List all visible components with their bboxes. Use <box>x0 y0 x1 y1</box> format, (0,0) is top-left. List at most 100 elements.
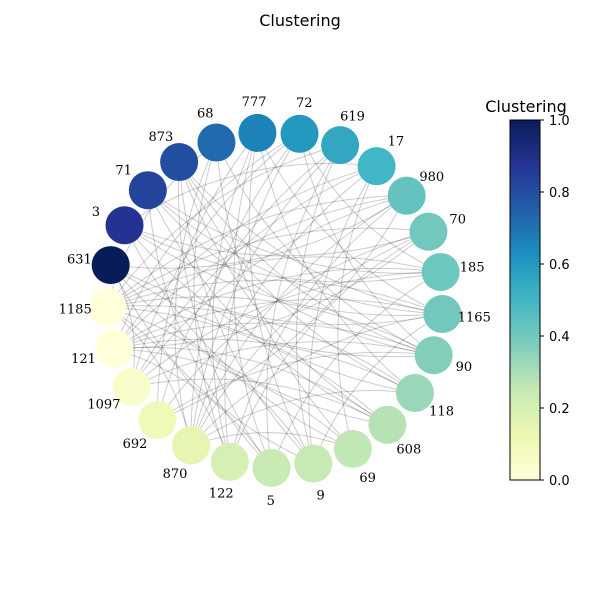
edge <box>224 133 300 462</box>
edge <box>215 142 354 450</box>
node-631 <box>91 246 130 285</box>
edge <box>106 195 407 308</box>
colorbar-tick-label: 0.2 <box>549 402 570 417</box>
edge <box>190 231 429 446</box>
node-17 <box>357 147 396 186</box>
node-label-870: 870 <box>163 467 188 482</box>
node-label-122: 122 <box>209 487 234 502</box>
node-label-185: 185 <box>460 261 485 276</box>
edge <box>308 165 377 464</box>
node-label-69: 69 <box>359 471 376 486</box>
edge <box>229 195 407 462</box>
edge <box>110 264 443 325</box>
node-608 <box>368 405 407 444</box>
edge <box>113 133 300 349</box>
node-label-692: 692 <box>123 437 148 452</box>
edge <box>114 346 388 426</box>
edge <box>296 144 341 464</box>
node-70 <box>409 212 448 251</box>
node-72 <box>280 114 319 153</box>
edge <box>106 227 429 308</box>
colorbar-tick-label: 0.0 <box>549 474 570 489</box>
node-label-71: 71 <box>115 163 132 178</box>
node-1097 <box>112 368 151 407</box>
node-873 <box>160 143 199 182</box>
edge <box>190 195 407 446</box>
edge <box>177 162 272 469</box>
edge <box>110 264 434 358</box>
edge <box>114 231 429 350</box>
edge <box>178 161 434 356</box>
edge <box>114 348 272 469</box>
edge <box>157 231 429 421</box>
colorbar-title: Clustering <box>485 97 567 116</box>
edge <box>106 279 443 315</box>
edge <box>312 313 443 464</box>
colorbar-tick-label: 0.4 <box>549 330 570 345</box>
node-1165 <box>423 295 462 334</box>
edge <box>157 195 408 421</box>
edge <box>130 165 377 388</box>
edge <box>106 256 441 308</box>
edge <box>110 264 314 465</box>
node-label-68: 68 <box>197 107 214 122</box>
node-label-631: 631 <box>67 252 92 267</box>
node-label-1097: 1097 <box>87 398 120 413</box>
edge <box>147 189 434 356</box>
edge <box>113 195 407 349</box>
edge <box>114 338 416 394</box>
edge <box>107 305 416 394</box>
edge <box>147 189 443 315</box>
edge <box>124 224 441 283</box>
node-label-90: 90 <box>456 360 473 375</box>
edge <box>124 224 429 257</box>
node-185 <box>421 252 460 291</box>
edge <box>215 142 434 356</box>
node-118 <box>395 373 434 412</box>
chart-title: Clustering <box>259 11 341 30</box>
edge <box>178 161 443 315</box>
edge <box>113 267 441 349</box>
node-122 <box>210 442 249 481</box>
edge <box>110 264 388 426</box>
edge <box>147 190 272 469</box>
edge <box>147 190 388 426</box>
edge <box>190 432 354 450</box>
edge <box>193 142 231 462</box>
edge <box>229 231 429 462</box>
edge <box>248 132 314 464</box>
edge <box>131 341 434 388</box>
edge <box>106 306 192 446</box>
edge <box>174 142 217 446</box>
node-69 <box>333 429 372 468</box>
edge <box>113 298 443 350</box>
node-1185 <box>88 288 127 327</box>
edge <box>131 378 388 426</box>
edge <box>157 351 434 421</box>
edge <box>299 133 434 356</box>
colorbar-tick-label: 1.0 <box>549 114 570 129</box>
edge <box>114 322 434 356</box>
edge <box>299 133 441 273</box>
node-label-1165: 1165 <box>458 311 491 326</box>
edge <box>156 132 258 421</box>
colorbar: Clustering 0.0 0.2 0.4 0.6 0.8 1.0 <box>485 97 569 489</box>
edge <box>178 162 314 464</box>
edge <box>156 144 341 421</box>
node-619 <box>321 126 360 165</box>
node-71 <box>128 171 167 210</box>
edges-layer <box>106 132 443 469</box>
edge <box>147 189 441 274</box>
node-label-118: 118 <box>429 405 454 420</box>
edge <box>130 271 441 388</box>
edge <box>233 132 272 469</box>
node-3 <box>105 206 144 245</box>
edge <box>190 313 443 446</box>
edge <box>114 348 354 450</box>
nodes-layer <box>88 113 462 487</box>
colorbar-ticks: 0.0 0.2 0.4 0.6 0.8 1.0 <box>540 114 570 489</box>
edge <box>190 144 341 446</box>
node-5 <box>252 448 291 487</box>
edge <box>110 195 407 269</box>
edge <box>178 161 388 426</box>
